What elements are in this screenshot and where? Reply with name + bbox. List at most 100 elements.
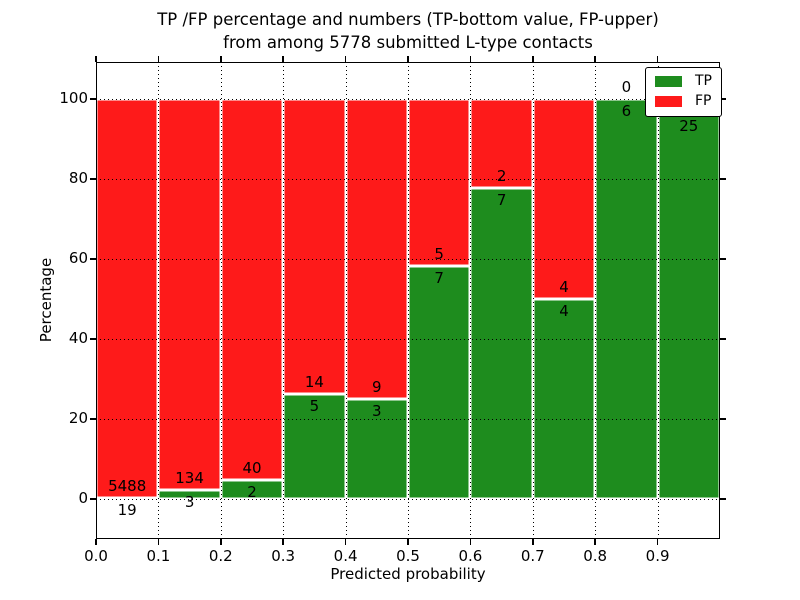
x-tick-label: 0.8 (583, 547, 608, 565)
bar-fp-segment (470, 99, 533, 188)
x-tick-label: 0.2 (208, 547, 233, 565)
legend-label-fp: FP (695, 93, 712, 109)
fp-count-label: 0 (621, 78, 632, 96)
x-tick-bottom (282, 539, 284, 545)
fp-count-label: 14 (304, 372, 324, 391)
bar-fp-segment (220, 99, 284, 480)
chart-title-line1: TP /FP percentage and numbers (TP-bottom… (157, 10, 659, 29)
bar-tp-segment (470, 187, 533, 499)
plot-area: 5488 19 134 3 40 2 14 5 9 3 5 7 2 7 4 4 0 6 25 0.0 0.1 0.2 0.3… (59, 55, 726, 565)
legend-item-fp: FP (655, 93, 712, 109)
tp-count-label: 25 (679, 117, 699, 136)
x-tick-label: 0.9 (645, 547, 670, 565)
y-tick-label: 60 (68, 249, 88, 267)
x-tick-bottom (220, 539, 222, 545)
x-tick-top (344, 55, 347, 62)
y-tick-left (89, 258, 96, 260)
legend-swatch-fp (655, 96, 682, 107)
chart-title: TP /FP percentage and numbers (TP-bottom… (88, 8, 728, 54)
x-tick-bottom (594, 539, 596, 545)
x-tick-top (407, 55, 409, 62)
fp-count-label: 5488 (108, 476, 147, 495)
y-tick-label: 80 (68, 169, 88, 187)
fp-count-label: 9 (372, 378, 382, 396)
y-tick-right (720, 98, 726, 100)
bar-tp-segment (595, 99, 658, 499)
x-tick-label: 0.4 (333, 547, 358, 565)
x-tick-top (282, 55, 284, 62)
x-tick-bottom (407, 539, 409, 545)
bar-tp-segment (220, 479, 284, 499)
x-tick-top (594, 55, 596, 62)
fp-count-label: 4 (559, 278, 569, 296)
y-tick-left (89, 98, 96, 100)
y-tick-left (89, 338, 96, 340)
bar-tp-segment (657, 114, 720, 499)
bar-fp-segment (158, 99, 221, 491)
tp-count-label: 7 (496, 190, 507, 209)
bar-fp-segment (96, 99, 159, 498)
y-tick-right (720, 178, 726, 180)
x-tick-top (469, 55, 472, 62)
x-tick-top (656, 55, 659, 62)
tp-count-label: 4 (559, 302, 569, 320)
y-tick-right (720, 338, 726, 340)
bar-fp-segment (532, 99, 596, 299)
y-tick-label: 0 (78, 489, 88, 507)
gridline-vertical (158, 62, 160, 539)
gridline-vertical (283, 62, 285, 539)
bar-tp-segment (408, 265, 471, 499)
bar-fp-segment (283, 99, 346, 394)
y-tick-label: 20 (68, 409, 88, 427)
fp-count-label: 5 (434, 244, 444, 263)
fp-count-label: 40 (242, 458, 262, 477)
legend: TP FP (645, 67, 722, 117)
tp-count-label: 2 (247, 482, 257, 501)
chart-title-line2: from among 5778 submitted L-type contact… (223, 33, 593, 52)
x-tick-label: 0.3 (271, 547, 296, 565)
gridline-vertical (470, 62, 472, 539)
x-tick-label: 0.5 (396, 547, 420, 565)
x-tick-top (220, 55, 222, 62)
bar-tp-segment (283, 393, 346, 499)
gridline-vertical (345, 62, 347, 539)
tp-count-label: 6 (621, 102, 632, 120)
y-tick-left (89, 418, 96, 420)
tp-count-label: 19 (117, 500, 137, 519)
gridline-horizontal (96, 99, 720, 100)
bar-tp-segment (345, 399, 408, 499)
y-tick-label: 100 (59, 89, 88, 107)
gridline-vertical (532, 62, 534, 539)
x-tick-bottom (157, 539, 160, 545)
x-tick-bottom (532, 539, 534, 545)
tp-count-label: 7 (434, 268, 444, 287)
gridline-horizontal (96, 499, 720, 500)
x-tick-bottom (469, 539, 472, 545)
x-tick-bottom (344, 539, 347, 545)
bar-tp-segment (158, 490, 221, 499)
gridline-vertical (220, 62, 222, 539)
legend-swatch-tp (655, 76, 682, 87)
bar-fp-segment (408, 99, 471, 266)
x-tick-top (532, 55, 534, 62)
bar-fp-segment (345, 99, 408, 399)
y-tick-right (720, 498, 726, 500)
legend-label-tp: TP (695, 73, 712, 89)
x-tick-label: 0.0 (84, 547, 108, 565)
bar-tp-segment (96, 497, 159, 499)
gridline-horizontal (96, 419, 720, 420)
tp-count-label: 3 (372, 402, 382, 420)
x-tick-bottom (656, 539, 659, 545)
x-tick-bottom (95, 539, 97, 545)
tp-count-label: 5 (309, 396, 320, 415)
x-tick-top (157, 55, 160, 62)
y-tick-left (89, 498, 96, 500)
x-axis-label: Predicted probability (330, 565, 486, 583)
y-tick-right (720, 418, 726, 420)
gridline-vertical (408, 62, 409, 539)
legend-item-tp: TP (655, 73, 712, 89)
x-tick-top (95, 55, 97, 62)
bar-tp-segment (532, 299, 596, 499)
y-tick-right (720, 258, 726, 260)
